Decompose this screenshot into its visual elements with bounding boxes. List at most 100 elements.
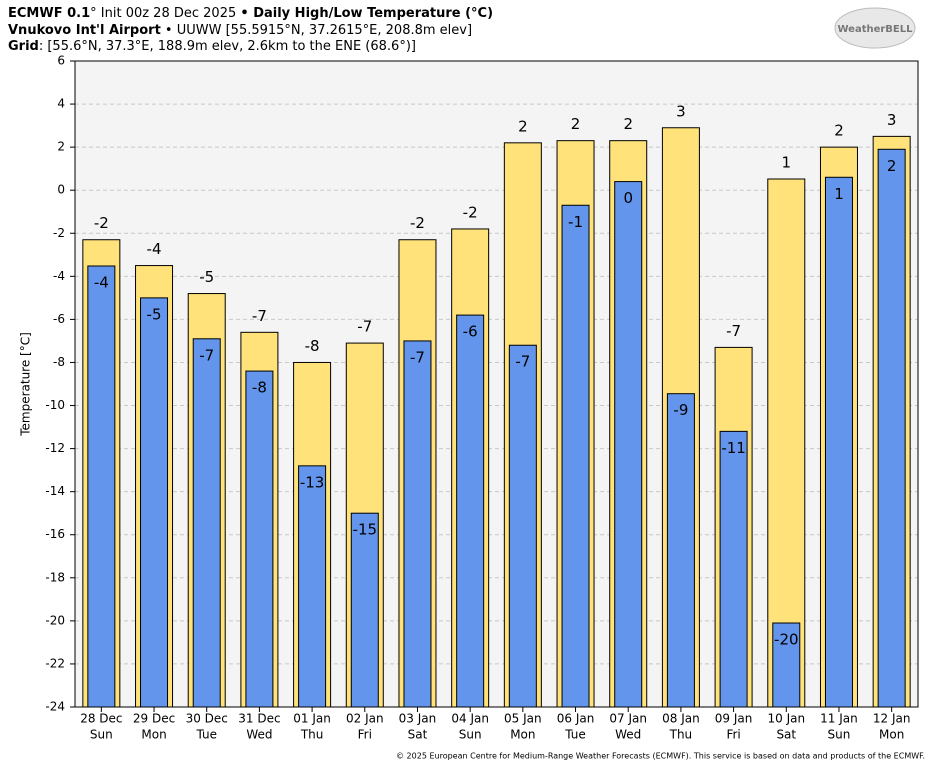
bar (614, 181, 643, 708)
bar (403, 340, 432, 708)
value-label: -7 (410, 348, 425, 366)
header-text: • UUWW [55.5915°N, 37.2615°E, 208.8m ele… (161, 23, 472, 38)
value-label: 2 (518, 117, 528, 135)
y-tick-label: 6 (57, 54, 65, 68)
x-tick-label: 31 Dec (238, 712, 280, 726)
x-tick-label: 12 Jan (873, 712, 911, 726)
value-label: -2 (463, 203, 478, 221)
value-label: -11 (721, 439, 746, 457)
x-tick-label: 09 Jan (715, 712, 753, 726)
logo-badge (834, 7, 916, 49)
bar (87, 265, 116, 708)
y-tick-label: -16 (45, 527, 65, 541)
header-text: : [55.6°N, 37.3°E, 188.9m elev, 2.6km to… (39, 39, 416, 54)
bar (824, 176, 853, 708)
header-text: Vnukovo Int'l Airport (8, 23, 161, 38)
header-line: Grid: [55.6°N, 37.3°E, 188.9m elev, 2.6k… (8, 39, 416, 54)
value-label: 2 (834, 122, 844, 140)
value-label: 0 (623, 189, 633, 207)
x-tick-label: 06 Jan (557, 712, 595, 726)
x-tick-sublabel: Thu (300, 728, 324, 742)
bar (456, 314, 485, 708)
x-tick-sublabel: Fri (358, 728, 372, 742)
x-tick-sublabel: Mon (879, 728, 904, 742)
x-tick-sublabel: Wed (246, 728, 272, 742)
value-label: 2 (887, 157, 897, 175)
value-label: -5 (147, 305, 162, 323)
x-tick-label: 30 Dec (186, 712, 228, 726)
x-tick-label: 07 Jan (609, 712, 647, 726)
value-label: 2 (571, 115, 581, 133)
value-label: 3 (887, 111, 897, 129)
y-tick-label: -4 (53, 269, 65, 283)
bar (561, 204, 590, 708)
header-text: • Daily High/Low Temperature (°C) (240, 6, 493, 21)
y-tick-label: -24 (45, 700, 65, 714)
value-label: -7 (515, 353, 530, 371)
x-tick-label: 11 Jan (820, 712, 858, 726)
value-label: 1 (782, 154, 792, 172)
header-line: Vnukovo Int'l Airport • UUWW [55.5915°N,… (8, 23, 472, 38)
bar (508, 344, 537, 708)
x-tick-sublabel: Sun (90, 728, 113, 742)
bar (767, 178, 806, 708)
x-tick-label: 28 Dec (80, 712, 122, 726)
footer: © 2025 European Centre for Medium-Range … (396, 752, 925, 761)
y-tick-label: -22 (45, 656, 65, 670)
y-tick-label: -14 (45, 484, 65, 498)
x-tick-sublabel: Sun (828, 728, 851, 742)
y-tick-label: -10 (45, 398, 65, 412)
value-label: -5 (199, 268, 214, 286)
bar (772, 622, 801, 708)
bar (877, 148, 906, 708)
x-tick-label: 01 Jan (293, 712, 331, 726)
x-tick-label: 04 Jan (451, 712, 489, 726)
logo: WeatherBELL (837, 24, 913, 35)
x-tick-sublabel: Wed (615, 728, 641, 742)
value-label: -7 (199, 346, 214, 364)
x-tick-sublabel: Sat (408, 728, 428, 742)
value-label: 1 (834, 185, 844, 203)
x-tick-sublabel: Mon (141, 728, 166, 742)
y-axis-label: Temperature [°C] (19, 332, 33, 437)
x-tick-sublabel: Tue (195, 728, 217, 742)
bar (719, 430, 748, 708)
value-label: -6 (463, 323, 478, 341)
x-tick-sublabel: Sat (776, 728, 796, 742)
x-tick-label: 02 Jan (346, 712, 384, 726)
x-tick-sublabel: Fri (726, 728, 740, 742)
x-tick-sublabel: Sun (459, 728, 482, 742)
bar (140, 297, 169, 708)
x-tick-label: 03 Jan (399, 712, 437, 726)
bar (350, 512, 379, 708)
value-label: 2 (623, 115, 633, 133)
bar (245, 370, 274, 708)
y-tick-label: -18 (45, 570, 65, 584)
x-tick-label: 08 Jan (662, 712, 700, 726)
y-tick-label: 0 (57, 183, 65, 197)
header-text: ECMWF 0.1 (8, 6, 90, 21)
value-label: -13 (300, 473, 325, 491)
y-tick-label: 4 (57, 97, 65, 111)
plot-frame (74, 60, 919, 708)
x-tick-label: 10 Jan (767, 712, 805, 726)
value-label: -7 (252, 307, 267, 325)
x-tick-sublabel: Tue (564, 728, 586, 742)
bar (666, 393, 695, 708)
value-label: 3 (676, 102, 686, 120)
value-label: -4 (147, 240, 162, 258)
value-label: -8 (305, 337, 320, 355)
x-tick-sublabel: Thu (669, 728, 693, 742)
y-tick-label: -20 (45, 613, 65, 627)
value-label: -15 (353, 521, 378, 539)
y-tick-label: -6 (53, 312, 65, 326)
header-text: ° Init 00z 28 Dec 2025 (90, 6, 240, 21)
bar (192, 338, 221, 708)
x-tick-sublabel: Mon (510, 728, 535, 742)
y-tick-label: 2 (57, 140, 65, 154)
value-label: -8 (252, 379, 267, 397)
bar (298, 465, 327, 708)
value-label: -20 (774, 631, 799, 649)
y-tick-label: -12 (45, 441, 65, 455)
